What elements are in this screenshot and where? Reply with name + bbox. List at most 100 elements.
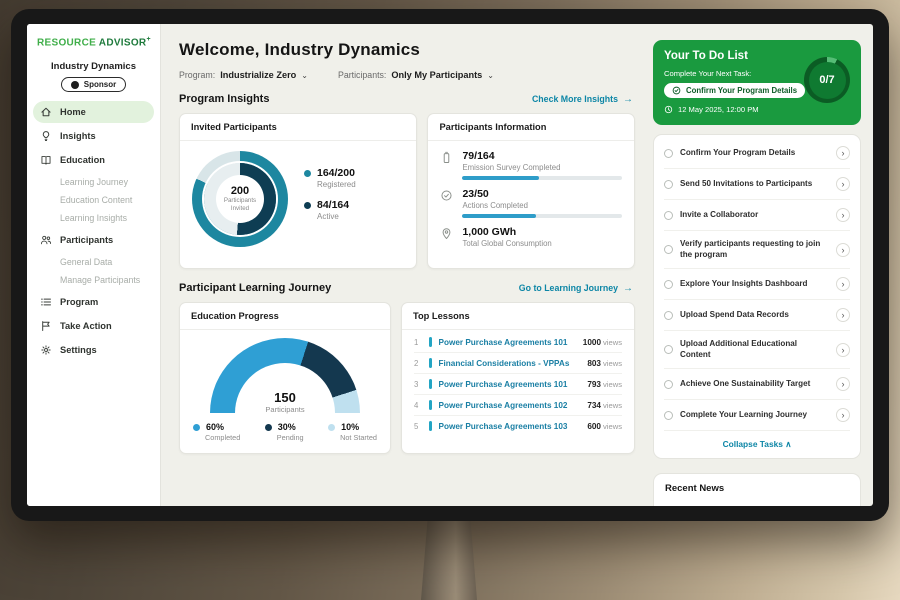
chevron-right-icon[interactable]: › xyxy=(836,208,850,222)
info-label: Total Global Consumption xyxy=(462,239,552,248)
program-dropdown[interactable]: Program: Industrialize Zero ⌄ xyxy=(179,70,308,80)
task-row[interactable]: Upload Spend Data Records › xyxy=(664,300,850,332)
chevron-down-icon: ⌄ xyxy=(301,70,308,80)
next-task-pill[interactable]: Confirm Your Program Details xyxy=(664,83,806,98)
task-row[interactable]: Explore Your Insights Dashboard › xyxy=(664,269,850,301)
chevron-right-icon[interactable]: › xyxy=(836,146,850,160)
sidebar-item-label: Home xyxy=(60,107,86,118)
chevron-right-icon[interactable]: › xyxy=(836,408,850,423)
task-checkbox[interactable] xyxy=(664,245,673,255)
task-checkbox[interactable] xyxy=(664,410,673,420)
task-label: Upload Spend Data Records xyxy=(680,309,789,319)
lesson-link[interactable]: Power Purchase Agreements 101 xyxy=(438,379,568,389)
chevron-right-icon[interactable]: › xyxy=(836,308,850,323)
task-row[interactable]: Send 50 Invitations to Participants › xyxy=(664,169,850,200)
lesson-link[interactable]: Power Purchase Agreements 103 xyxy=(438,421,568,431)
task-row[interactable]: Upload Additional Educational Content › xyxy=(664,331,850,370)
arrow-right-icon: → xyxy=(623,93,633,105)
legend-dot xyxy=(304,201,311,209)
lesson-row: 3 Power Purchase Agreements 101 793 views xyxy=(414,374,622,395)
survey-icon xyxy=(440,151,453,165)
info-value: 23/50 xyxy=(462,188,489,200)
participants-dropdown[interactable]: Participants: Only My Participants ⌄ xyxy=(338,70,494,80)
recent-news-title: Recent News xyxy=(665,483,725,494)
lesson-link[interactable]: Power Purchase Agreements 102 xyxy=(438,400,568,410)
card-title: Top Lessons xyxy=(402,303,634,330)
legend-value: 30% xyxy=(277,422,296,432)
progress-bar xyxy=(462,176,622,180)
card-title: Participants Information xyxy=(428,114,634,141)
info-row: 23/50 Actions Completed xyxy=(440,188,622,218)
sidebar-item-label: Education xyxy=(60,155,105,166)
collapse-label: Collapse Tasks xyxy=(722,439,783,450)
chevron-right-icon[interactable]: › xyxy=(836,342,850,357)
donut-legend: 164/200 Registered 84/164 Active xyxy=(304,167,356,231)
chevron-right-icon[interactable]: › xyxy=(836,377,850,392)
lesson-marker xyxy=(429,337,432,347)
lesson-rank: 3 xyxy=(414,379,419,389)
brand-secondary: ADVISOR xyxy=(98,37,147,49)
task-row[interactable]: Invite a Collaborator › xyxy=(664,200,850,231)
task-checkbox[interactable] xyxy=(664,310,673,320)
sidebar-item-education[interactable]: Education xyxy=(33,149,154,171)
donut-center: 200 Participants Invited xyxy=(216,175,264,223)
sidebar-item-manage-participants[interactable]: Manage Participants xyxy=(33,271,154,289)
lesson-marker xyxy=(429,421,432,431)
section-title: Program Insights xyxy=(179,93,270,105)
sidebar-item-take-action[interactable]: Take Action xyxy=(33,315,154,337)
task-checkbox[interactable] xyxy=(664,279,673,289)
legend-item: 84/164 Active xyxy=(304,199,356,221)
task-row[interactable]: Complete Your Learning Journey › xyxy=(664,400,850,432)
sidebar-item-education-content[interactable]: Education Content xyxy=(33,191,154,209)
sidebar-item-settings[interactable]: Settings xyxy=(33,339,154,361)
sidebar-item-learning-journey[interactable]: Learning Journey xyxy=(33,173,154,191)
task-row[interactable]: Confirm Your Program Details › xyxy=(664,138,850,169)
lesson-link[interactable]: Financial Considerations - VPPAs xyxy=(438,358,570,368)
task-row[interactable]: Verify participants requesting to join t… xyxy=(664,231,850,270)
book-icon xyxy=(40,154,52,166)
sidebar-item-label: Learning Journey xyxy=(60,177,128,188)
task-checkbox[interactable] xyxy=(664,345,673,355)
sponsor-badge: Sponsor xyxy=(60,77,127,93)
flag-icon xyxy=(40,320,52,332)
sidebar-item-insights[interactable]: Insights xyxy=(33,125,154,147)
progress-bar-fill xyxy=(462,176,540,180)
legend-value: 84/164 xyxy=(317,199,350,211)
task-checkbox[interactable] xyxy=(664,148,673,158)
legend-dot xyxy=(304,169,311,177)
donut-center-value: 200 xyxy=(230,185,250,198)
check-more-insights-link[interactable]: Check More Insights → xyxy=(532,94,633,105)
chevron-right-icon[interactable]: › xyxy=(836,277,850,292)
legend-value: 164/200 xyxy=(317,167,355,179)
task-checkbox[interactable] xyxy=(664,379,673,389)
sidebar-item-home[interactable]: Home xyxy=(33,101,154,124)
people-icon xyxy=(40,234,52,246)
lesson-views: 803 xyxy=(587,358,601,368)
chevron-right-icon[interactable]: › xyxy=(836,242,850,257)
card-title: Education Progress xyxy=(180,303,390,330)
legend-label: Completed xyxy=(205,433,241,442)
lesson-link[interactable]: Power Purchase Agreements 101 xyxy=(438,337,568,347)
sidebar-item-general-data[interactable]: General Data xyxy=(33,253,154,271)
go-to-learning-journey-link[interactable]: Go to Learning Journey → xyxy=(519,283,633,294)
task-checkbox[interactable] xyxy=(664,210,673,220)
sidebar-item-label: Settings xyxy=(60,345,97,356)
task-list-card: Confirm Your Program Details › Send 50 I… xyxy=(653,134,861,460)
task-label: Complete Your Learning Journey xyxy=(680,409,807,419)
lesson-rank: 4 xyxy=(414,400,419,410)
collapse-tasks-button[interactable]: Collapse Tasks ∧ xyxy=(664,431,850,458)
sidebar-item-program[interactable]: Program xyxy=(33,291,154,313)
task-row[interactable]: Achieve One Sustainability Target › xyxy=(664,369,850,401)
sidebar-item-participants[interactable]: Participants xyxy=(33,229,154,251)
invited-donut-chart: 200 Participants Invited 164/200 Registe… xyxy=(180,141,416,257)
sidebar-nav: Home Insights Education Learning Journey xyxy=(27,101,160,361)
page-title: Welcome, Industry Dynamics xyxy=(179,40,421,59)
lesson-views: 734 xyxy=(587,400,601,410)
chevron-up-icon: ∧ xyxy=(785,439,792,450)
sidebar-item-label: Participants xyxy=(60,235,114,246)
gauge-center-label: Participants xyxy=(265,405,305,414)
task-checkbox[interactable] xyxy=(664,179,673,189)
chevron-right-icon[interactable]: › xyxy=(836,177,850,191)
sidebar-item-learning-insights[interactable]: Learning Insights xyxy=(33,209,154,227)
brand-plus: + xyxy=(146,36,151,43)
